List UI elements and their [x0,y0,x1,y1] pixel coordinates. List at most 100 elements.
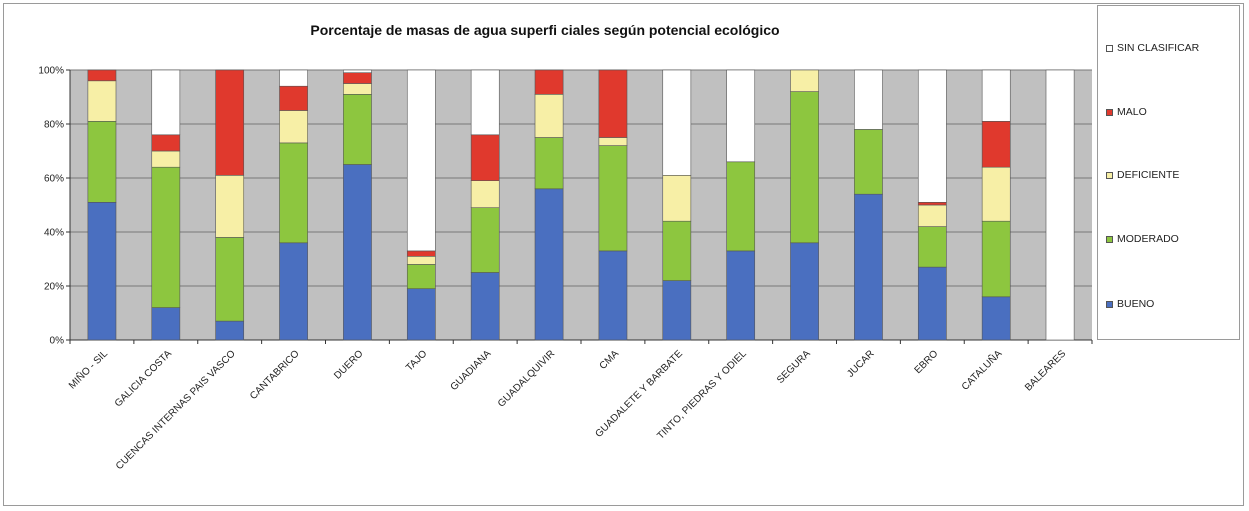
bar-segment [343,72,372,84]
legend-swatch [1106,171,1113,179]
legend-label: BUENO [1117,298,1155,310]
legend-item-sin-clasificar: SIN CLASIFICAR [1106,42,1199,54]
legend-item-deficiente: DEFICIENTE [1106,169,1179,181]
bar-segment [534,137,564,190]
legend-swatch [1106,108,1113,116]
bar-segment [406,288,436,341]
x-tick-label: EBRO [913,348,941,376]
bar-segment [662,280,692,341]
bar-segment [151,166,181,308]
bar-segment [470,134,500,182]
legend-item-moderado: MODERADO [1106,233,1179,245]
bar-segment [981,121,1011,168]
x-tick-label: SEGURA [775,348,813,386]
x-tick-label: BALEARES [1023,348,1068,393]
bar-segment [215,175,245,238]
bar-segment [790,69,819,92]
bar-segment [534,94,564,138]
bar-segment [343,83,372,95]
bar-segment [406,250,436,257]
bar-segment [215,69,245,176]
x-tick-label: CANTABRICO [248,348,302,402]
bar-segment [279,142,308,244]
bar-segment [343,94,372,165]
legend: SIN CLASIFICAR MALO DEFICIENTE MODERADO … [1097,5,1240,340]
x-tick-label: CMA [598,348,622,372]
bar-segment [598,145,628,252]
bar-segment [598,137,628,146]
bar-segment [87,69,117,82]
bar-segment [215,237,245,322]
bar-segment [470,180,500,208]
bar-segment [981,166,1011,222]
bar-segment [790,91,819,244]
bar-segment [470,69,500,136]
bar-segment [854,129,883,195]
bar-segment [726,250,756,341]
legend-label: DEFICIENTE [1117,169,1180,181]
legend-item-malo: MALO [1106,106,1147,118]
bar-segment [917,226,947,268]
bar-segment [854,69,883,130]
bar-segment [470,207,500,273]
bar-segment [470,272,500,341]
bar-segment [917,266,947,341]
legend-label: MALO [1117,106,1147,118]
bar-segment [917,69,947,203]
x-tick-label: MIÑO - SIL [66,347,111,392]
bar-segment [343,69,372,73]
bar-segment [598,69,628,138]
y-tick-label: 60% [44,174,64,185]
bar-segment [662,220,692,281]
bar-segment [534,69,564,95]
bar-segment [343,164,372,341]
x-tick-label: TAJO [404,348,429,373]
bar-segment [981,220,1011,298]
legend-swatch [1106,44,1113,52]
bar-segment [406,255,436,265]
bar-segment [151,150,181,168]
bar-segment [854,193,883,341]
bar-segment [215,320,245,341]
bar-segment [279,242,308,341]
bar-segment [151,307,181,341]
x-tick-label: CATALUÑA [958,347,1004,393]
x-tick-label: GUADALQUIVIR [496,348,557,409]
bar-segment [917,204,947,227]
x-tick-label: JUCAR [845,348,876,379]
x-tick-label: GALICIA COSTA [113,348,174,409]
bar-segment [279,85,308,111]
bar-segment [87,202,117,341]
x-tick-label: CUENCAS INTERNAS PAIS VASCO [114,348,238,472]
bar-segment [726,161,756,252]
bar-segment [87,80,117,122]
y-tick-label: 0% [50,336,65,347]
bar-segment [598,250,628,341]
bar-segment [279,69,308,87]
legend-swatch [1106,235,1113,243]
bar-segment [151,134,181,152]
bar-segment [534,188,564,341]
bar-segment [981,69,1011,122]
bar-segment [917,202,947,206]
bar-segment [981,296,1011,341]
x-tick-label: GUADIANA [449,348,494,393]
bar-segment [279,110,308,144]
bar-segment [406,264,436,289]
x-tick-label: DUERO [332,348,365,381]
bar-segment [1045,69,1075,341]
y-tick-label: 40% [44,228,64,239]
y-tick-label: 80% [44,120,64,131]
legend-swatch [1106,300,1113,308]
bar-segment [151,69,181,136]
bar-segment [790,242,819,341]
bar-segment [87,121,117,203]
bar-segment [662,69,692,176]
y-tick-label: 20% [44,282,64,293]
y-tick-label: 100% [38,66,64,77]
chart-title: Porcentaje de masas de agua superfi cial… [310,22,780,38]
legend-label: MODERADO [1117,233,1179,245]
bar-segment [726,69,756,163]
bar-segment [662,175,692,222]
